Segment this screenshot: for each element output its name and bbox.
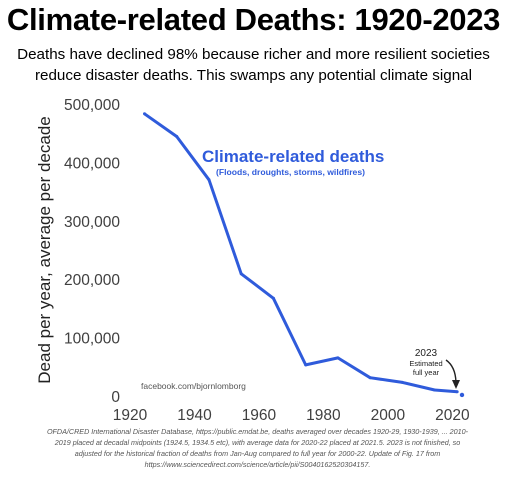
chart-title: Climate-related Deaths: 1920-2023 [6,2,501,37]
x-tick-label: 1920 [113,407,148,424]
data-point [336,356,340,360]
source-line-1: OFDA/CRED International Disaster Databas… [46,427,469,436]
data-point [433,388,437,392]
subtitle-line-2: reduce disaster deaths. This swamps any … [34,67,472,84]
series-sublabel: (Floods, droughts, storms, wildfires) [216,167,365,177]
source-line-2: 2019 placed at decadal midpoints (1924.5… [54,438,461,447]
annotation-full-year: full year [413,368,440,377]
source-line-3: adjusted for the historical fraction of … [74,449,441,458]
annotation-estimated: Estimated [409,359,442,368]
y-tick-label: 400,000 [64,155,120,172]
y-tick-label: 0 [111,389,120,406]
source-note: OFDA/CRED International Disaster Databas… [30,426,485,470]
y-tick-label: 100,000 [64,331,120,348]
credit-text: facebook.com/bjornlomborg [141,381,246,391]
x-tick-label: 1960 [242,407,277,424]
data-point [175,135,179,139]
annotation-arrowhead [452,380,460,389]
y-axis: 0 100,000 200,000 300,000 400,000 500,000 [64,97,120,406]
data-point [400,380,404,384]
estimate-2023-point [459,392,465,398]
data-point [207,178,211,182]
x-tick-label: 1980 [306,407,341,424]
data-point [271,296,275,300]
data-point [239,272,243,276]
x-tick-label: 2000 [371,407,406,424]
series-points [143,112,465,398]
y-tick-label: 500,000 [64,97,120,114]
data-point [368,376,372,380]
annotation-year: 2023 [415,348,438,359]
x-tick-label: 2020 [435,407,470,424]
data-point [455,390,459,394]
chart-subtitle: Deaths have declined 98% because richer … [0,44,507,86]
subtitle-line-1: Deaths have declined 98% because richer … [17,46,490,63]
x-tick-label: 1940 [177,407,212,424]
data-point [143,112,147,116]
x-axis: 1920 1940 1960 1980 2000 2020 [113,407,470,424]
source-line-4: https://www.sciencedirect.com/science/ar… [144,460,371,469]
y-axis-label: Dead per year, average per decade [35,116,54,383]
series-label: Climate-related deaths [202,147,384,166]
y-tick-label: 300,000 [64,214,120,231]
data-point [304,363,308,367]
y-tick-label: 200,000 [64,272,120,289]
